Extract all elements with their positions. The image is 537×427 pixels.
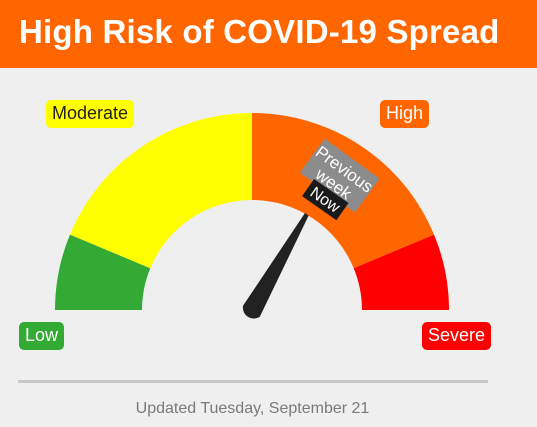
level-label-low: Low — [19, 322, 65, 350]
page-title: High Risk of COVID-19 Spread — [19, 13, 500, 50]
divider — [18, 380, 488, 383]
gauge-needle — [242, 213, 309, 319]
gauge-segment-moderate — [70, 113, 252, 269]
now-marker: Now — [302, 178, 349, 221]
level-label-high: High — [380, 100, 430, 128]
gauge-segment-low — [55, 234, 151, 310]
page-header: High Risk of COVID-19 Spread — [0, 0, 537, 68]
gauge-segment-severe — [353, 234, 449, 310]
level-label-moderate: Moderate — [46, 100, 135, 128]
level-label-severe: Severe — [422, 322, 492, 350]
updated-timestamp: Updated Tuesday, September 21 — [135, 400, 370, 417]
